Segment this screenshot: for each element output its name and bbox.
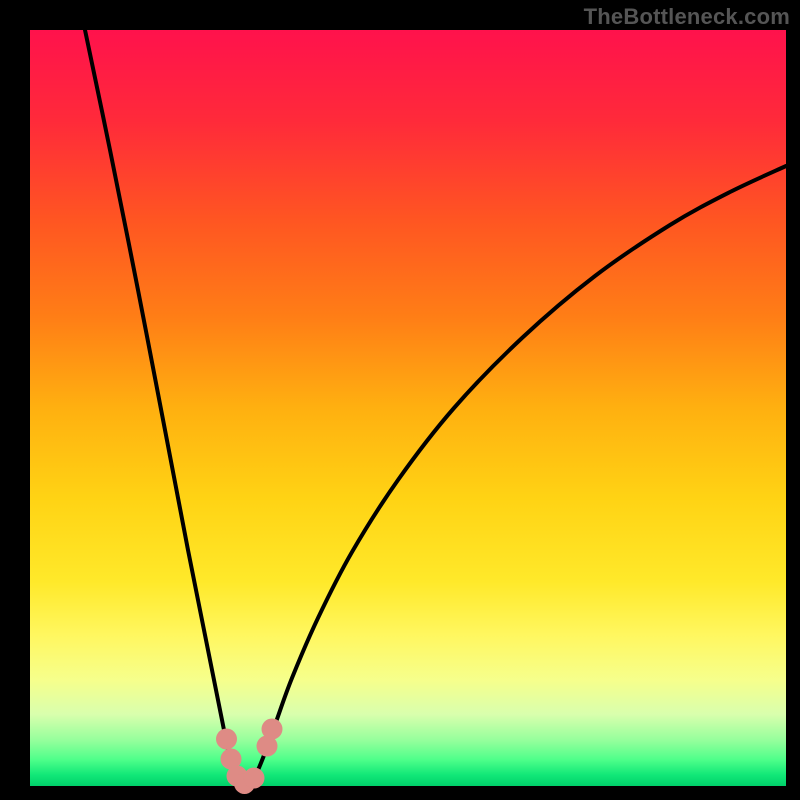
marker-group: [216, 719, 283, 795]
right-curve: [252, 166, 786, 781]
marker-left-0: [216, 729, 237, 750]
plot-area: [30, 30, 786, 786]
watermark-text: TheBottleneck.com: [584, 4, 790, 30]
figure-root: TheBottleneck.com: [0, 0, 800, 800]
marker-left-4: [244, 768, 265, 789]
curve-layer: [30, 30, 786, 786]
marker-right-1: [262, 719, 283, 740]
left-curve: [85, 30, 237, 781]
